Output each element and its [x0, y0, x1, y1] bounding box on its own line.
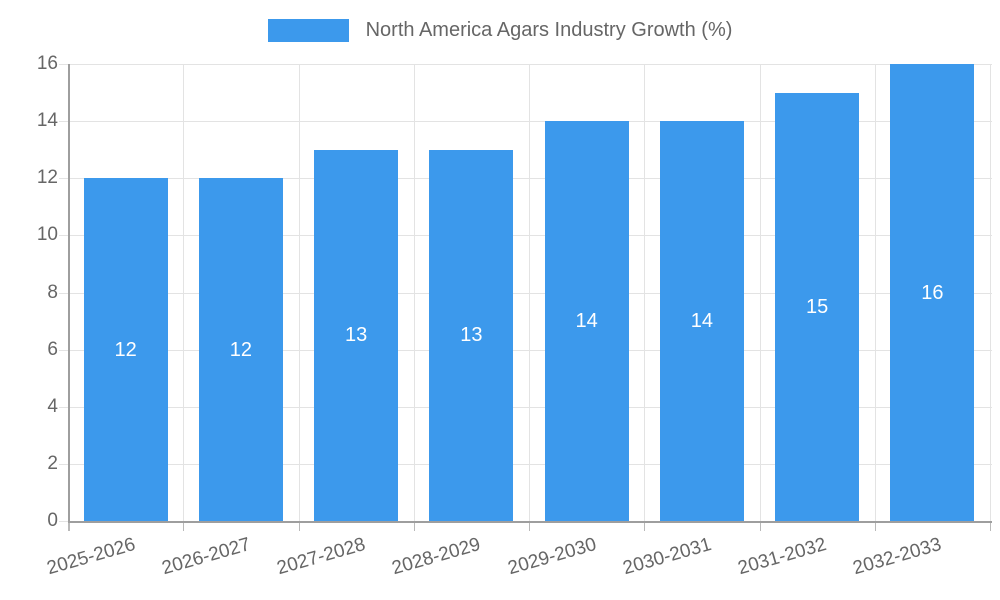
x-axis-tick — [874, 523, 876, 531]
h-gridline — [70, 463, 992, 465]
bar-value-label: 12 — [114, 338, 137, 361]
h-gridline — [70, 235, 992, 237]
bar[interactable] — [775, 92, 860, 521]
y-axis-minor-tick — [59, 406, 68, 408]
x-axis-line — [68, 521, 992, 523]
bar[interactable] — [83, 178, 168, 521]
x-axis-tick — [183, 523, 185, 531]
v-gridline — [413, 64, 415, 521]
y-tick-label: 2 — [47, 452, 58, 474]
v-gridline — [759, 64, 761, 521]
x-axis-tick — [298, 523, 300, 531]
bar[interactable] — [314, 149, 399, 521]
y-axis-minor-tick — [59, 521, 68, 522]
y-tick-label: 14 — [36, 110, 58, 132]
bar[interactable] — [198, 178, 283, 521]
v-gridline — [298, 64, 300, 521]
v-gridline — [644, 64, 646, 521]
y-axis-minor-tick — [59, 463, 68, 465]
y-tick-label: 4 — [47, 395, 58, 417]
bar-value-label: 15 — [806, 295, 829, 318]
legend[interactable]: North America Agars Industry Growth (%) — [0, 19, 1000, 42]
bar[interactable] — [544, 121, 629, 521]
bar-value-label: 14 — [690, 310, 713, 333]
y-tick-label: 10 — [36, 224, 58, 246]
y-tick-label: 12 — [36, 167, 58, 189]
bar[interactable] — [659, 121, 744, 521]
bar-value-label: 14 — [575, 310, 598, 333]
bar-value-label: 13 — [460, 324, 483, 347]
bar-value-label: 13 — [345, 324, 368, 347]
y-tick-label: 16 — [36, 53, 58, 74]
bar-value-label: 16 — [921, 281, 944, 304]
x-axis-tick — [644, 523, 646, 531]
x-axis-tick — [990, 523, 991, 531]
y-axis-minor-tick — [59, 349, 68, 351]
y-axis-minor-tick — [59, 178, 68, 180]
h-gridline — [70, 64, 992, 65]
v-gridline — [183, 64, 185, 521]
x-axis-tick — [68, 523, 70, 531]
h-gridline — [70, 406, 992, 408]
y-axis-line — [68, 64, 70, 523]
y-axis-minor-tick — [59, 121, 68, 123]
bar[interactable] — [429, 149, 514, 521]
y-tick-label: 6 — [47, 338, 58, 360]
v-gridline — [990, 64, 991, 521]
h-gridline — [70, 349, 992, 351]
h-gridline — [70, 178, 992, 180]
v-gridline — [529, 64, 530, 521]
x-axis-tick — [529, 523, 530, 531]
legend-swatch-icon — [267, 19, 349, 42]
x-axis-tick — [759, 523, 761, 531]
x-axis-tick — [413, 523, 415, 531]
v-gridline — [874, 64, 876, 521]
y-axis-minor-tick — [59, 64, 68, 65]
bar[interactable] — [890, 64, 975, 521]
h-gridline — [70, 121, 992, 123]
y-tick-label: 8 — [47, 281, 58, 303]
y-tick-label: 0 — [47, 510, 58, 531]
y-axis-minor-tick — [59, 235, 68, 237]
bar-value-label: 12 — [229, 338, 252, 361]
h-gridline — [70, 292, 992, 294]
y-axis-minor-tick — [59, 292, 68, 294]
legend-label: North America Agars Industry Growth (%) — [365, 19, 733, 41]
